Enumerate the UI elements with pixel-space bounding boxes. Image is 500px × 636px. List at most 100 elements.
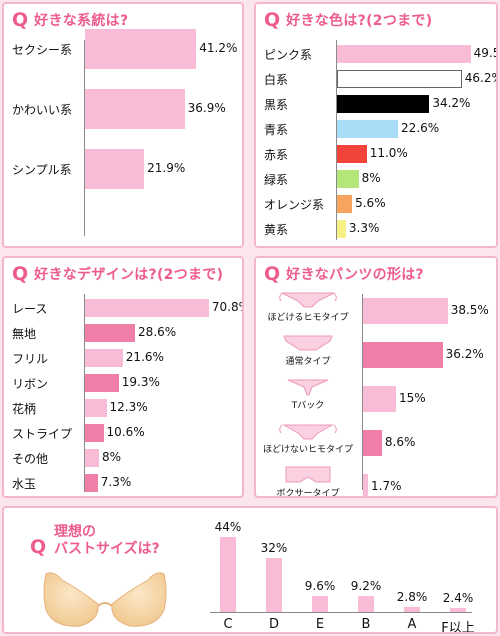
- q-mark: Q: [264, 8, 281, 31]
- bar: [363, 298, 448, 324]
- panties-icon: [287, 379, 329, 396]
- bar: [85, 399, 107, 417]
- panties-icon: [283, 335, 333, 351]
- bar: [337, 170, 359, 188]
- bar: [363, 474, 368, 496]
- bar: [358, 596, 374, 612]
- category-label: C: [223, 617, 233, 632]
- bar: [450, 607, 466, 612]
- bar: [85, 349, 123, 367]
- value-label: 21.6%: [125, 350, 164, 364]
- panel-favorite-design: Q 好きなデザインは?(2つまで) レース 70.8% 無地 28.6% フリル 21.6…: [2, 256, 244, 498]
- category-label: 白系: [264, 73, 289, 87]
- value-label: 36.9%: [187, 101, 226, 115]
- category-label: 通常タイプ: [285, 357, 331, 367]
- x-axis: [210, 612, 472, 613]
- value-label: 7.3%: [100, 475, 132, 489]
- q-mark: Q: [12, 8, 29, 31]
- category-label: 青系: [264, 123, 289, 137]
- value-label: 9.6%: [304, 578, 336, 593]
- bar: [85, 374, 119, 392]
- category-label: オレンジ系: [264, 198, 325, 212]
- bar: [404, 607, 420, 612]
- value-label: 44%: [214, 520, 242, 535]
- category-label: Tバック: [291, 401, 325, 411]
- bar: [85, 299, 209, 317]
- bar: [337, 220, 346, 238]
- value-label: 2.4%: [442, 590, 474, 605]
- value-label: 49.5%: [473, 46, 496, 60]
- category-label: D: [268, 617, 279, 632]
- value-label: 41.2%: [199, 41, 238, 55]
- panties-icon: [285, 466, 331, 483]
- bar: [312, 595, 328, 612]
- category-label: F以上: [441, 621, 475, 634]
- category-label: ほどけるヒモタイプ: [267, 313, 349, 323]
- q-mark: Q: [12, 262, 29, 285]
- value-label: 15%: [399, 391, 426, 405]
- bar: [85, 324, 136, 342]
- bar: [85, 29, 197, 69]
- value-label: 9.2%: [350, 579, 382, 594]
- category-label: ストライプ: [12, 427, 73, 441]
- bar: [85, 424, 104, 442]
- bar: [85, 89, 185, 129]
- bar: [85, 474, 98, 492]
- value-label: 19.3%: [121, 375, 160, 389]
- bar: [337, 120, 399, 138]
- value-label: 5.6%: [355, 196, 386, 210]
- value-label: 28.6%: [138, 325, 177, 339]
- panel-header: Q 好きなデザインは?(2つまで): [12, 262, 223, 286]
- bra-icon: [43, 572, 167, 627]
- value-label: 70.8%: [211, 300, 242, 314]
- category-label: 赤系: [264, 148, 289, 162]
- chart-title: 好きな系統は?: [34, 13, 129, 29]
- chart-title-line-1: 理想の: [54, 524, 96, 540]
- category-label: 水玉: [12, 477, 37, 491]
- bar: [220, 537, 236, 612]
- category-label: E: [315, 617, 325, 632]
- category-label: レース: [12, 302, 48, 316]
- panel-favorite-style: Q 好きな系統は? セクシー系 41.2% かわいい系 36.9% シンプル系 21.9%: [2, 2, 244, 248]
- value-label: 8.6%: [384, 435, 416, 449]
- panel-header: Q 好きな系統は?: [12, 8, 128, 32]
- chart-title: 好きな色は?(2つまで): [286, 13, 433, 29]
- value-label: 8%: [361, 171, 381, 185]
- y-axis: [84, 294, 85, 492]
- panel-header: Q 好きなパンツの形は?: [264, 262, 424, 286]
- category-label: リボン: [12, 377, 49, 391]
- value-label: 36.2%: [445, 347, 484, 361]
- bar: [363, 386, 396, 412]
- category-label: A: [407, 617, 417, 632]
- value-label: 3.3%: [348, 221, 380, 235]
- bar: [363, 342, 443, 368]
- panties-icon: [279, 424, 337, 440]
- bar: [337, 145, 367, 163]
- value-label: 11.0%: [369, 146, 408, 160]
- chart-title: 好きなパンツの形は?: [286, 267, 424, 283]
- bar: [337, 45, 471, 63]
- category-label: ボクサータイプ: [276, 489, 340, 498]
- category-label: シンプル系: [12, 163, 72, 177]
- bar: [85, 149, 145, 189]
- q-mark: Q: [264, 262, 281, 285]
- q-mark: Q: [30, 536, 47, 558]
- panel-favorite-color: Q 好きな色は?(2つまで) ピンク系 49.5% 白系 46.2% 黒系 34.2% 青系…: [254, 2, 498, 248]
- category-label: フリル: [12, 352, 49, 366]
- value-label: 38.5%: [450, 303, 489, 317]
- bar: [363, 430, 382, 456]
- value-label: 8%: [102, 450, 122, 464]
- value-label: 32%: [260, 540, 288, 555]
- y-axis: [362, 294, 363, 490]
- panel-header: Q 好きな色は?(2つまで): [264, 8, 432, 32]
- panel-ideal-bust-size: Q 理想の バストサイズは? 44% C 32% D 9.6% E 9.2% B 2.8% A 2.…: [2, 506, 498, 634]
- y-axis: [84, 40, 85, 236]
- y-axis: [336, 40, 337, 240]
- category-label: 黒系: [264, 98, 289, 112]
- category-label: ピンク系: [264, 48, 313, 62]
- category-label: 無地: [12, 327, 37, 341]
- value-label: 34.2%: [432, 96, 471, 110]
- bar: [337, 95, 430, 113]
- chart-title: 好きなデザインは?(2つまで): [34, 267, 224, 283]
- category-label: 黄系: [264, 223, 289, 237]
